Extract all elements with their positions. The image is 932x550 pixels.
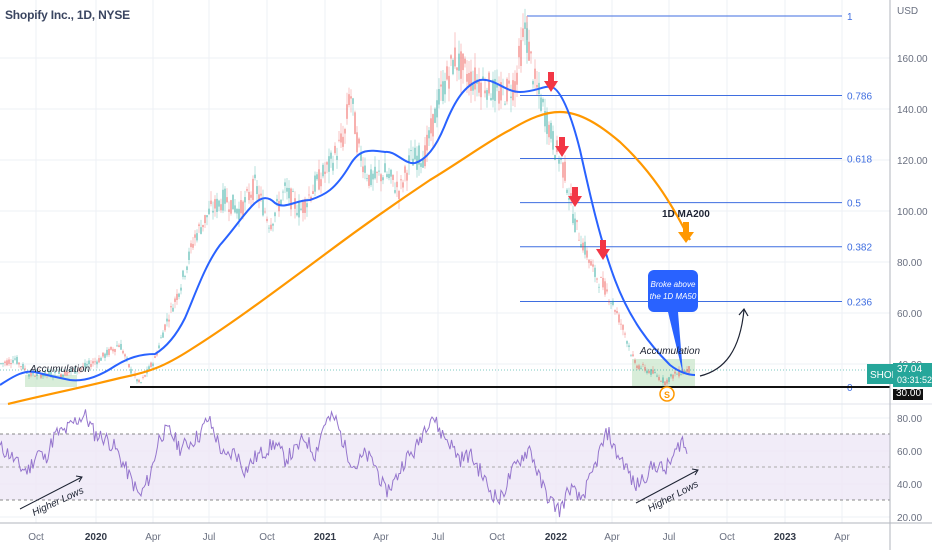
time-tick-label: Apr <box>373 532 389 543</box>
time-tick-label: Oct <box>719 532 735 543</box>
ma200-arrow-icon <box>678 222 694 243</box>
ma50-line[interactable] <box>0 78 696 386</box>
rsi-axis[interactable]: 80.00 60.00 40.00 20.00 <box>897 414 922 524</box>
fib-level-label: 0.618 <box>847 154 872 165</box>
price-candles <box>0 8 690 388</box>
time-tick-label: Oct <box>28 532 44 543</box>
price-tick-label: 100.00 <box>897 207 928 218</box>
chart-title: Shopify Inc., 1D, NYSE <box>5 8 130 22</box>
time-tick-label: Jul <box>432 532 445 543</box>
projection-arrow <box>699 309 745 377</box>
time-tick-label: Oct <box>489 532 505 543</box>
time-tick-label: Apr <box>604 532 620 543</box>
time-tick-label: 2021 <box>314 532 337 543</box>
fib-level-label: 0.236 <box>847 298 872 309</box>
accumulation-label-left: Accumulation <box>29 364 90 375</box>
rsi-tick-label: 40.00 <box>897 480 922 491</box>
higher-lows-arrowhead-right-icon <box>691 468 699 476</box>
time-tick-label: Jul <box>203 532 216 543</box>
rsi-tick-label: 60.00 <box>897 447 922 458</box>
fib-level-label: 0 <box>847 383 853 394</box>
time-tick-label: Jul <box>663 532 676 543</box>
sell-arrows <box>544 72 610 260</box>
callout-line-2: the 1D MA50 <box>650 292 697 301</box>
price-tick-label: 60.00 <box>897 309 922 320</box>
support-price-tag: 30.00 <box>893 388 923 400</box>
price-tick-label: 80.00 <box>897 258 922 269</box>
sell-arrow-icon <box>555 137 569 157</box>
ma200-line[interactable] <box>7 110 691 406</box>
callout-line-1: Broke above <box>651 280 696 289</box>
last-price-value: 37.04 <box>897 364 923 375</box>
symbol-tag: SHOP <box>867 364 902 384</box>
fib-level-label: 0.786 <box>847 91 872 102</box>
higher-lows-trend-right <box>635 469 699 504</box>
price-tick-label: 140.00 <box>897 105 928 116</box>
higher-lows-arrowhead-left-icon <box>75 475 83 483</box>
time-tick-label: Apr <box>145 532 161 543</box>
accumulation-label-right: Accumulation <box>639 346 700 357</box>
callout-bubble: Broke above the 1D MA50 <box>648 270 698 374</box>
time-tick-label: 2020 <box>85 532 108 543</box>
last-price-tag: 37.04 03:31:52 <box>893 363 932 387</box>
rsi-tick-label: 80.00 <box>897 414 922 425</box>
time-axis[interactable]: Oct 2020 Apr Jul Oct 2021 Apr Jul Oct 2022 Apr Jul O… <box>28 532 850 543</box>
time-tick-label: 2022 <box>545 532 568 543</box>
rsi-tick-label: 20.00 <box>897 513 922 524</box>
price-tick-label: 160.00 <box>897 54 928 65</box>
support-marker-icon: S <box>659 386 675 402</box>
fib-level-label: 1 <box>847 12 853 23</box>
sell-arrow-icon <box>568 187 582 207</box>
price-tick-label: 120.00 <box>897 156 928 167</box>
time-tick-label: Oct <box>259 532 275 543</box>
higher-lows-trend-left <box>19 476 83 510</box>
fibonacci-retracement[interactable]: 1 0.786 0.618 0.5 0.382 0.236 0 <box>520 12 872 394</box>
support-price-value: 30.00 <box>896 388 922 399</box>
time-tick-label: Apr <box>834 532 850 543</box>
fib-level-label: 0.382 <box>847 243 872 254</box>
time-tick-label: 2023 <box>774 532 797 543</box>
fib-level-label: 0.5 <box>847 199 861 210</box>
bar-countdown: 03:31:52 <box>897 375 932 385</box>
symbol-label: SHOP <box>870 370 899 381</box>
svg-text:S: S <box>664 390 670 400</box>
ma200-label: 1D MA200 <box>662 209 710 220</box>
rsi-line[interactable] <box>0 409 688 518</box>
sell-arrow-icon <box>596 240 610 260</box>
projection-arrowhead-icon <box>738 307 749 317</box>
sell-arrow-icon <box>544 72 558 92</box>
currency-label: USD <box>897 6 918 17</box>
